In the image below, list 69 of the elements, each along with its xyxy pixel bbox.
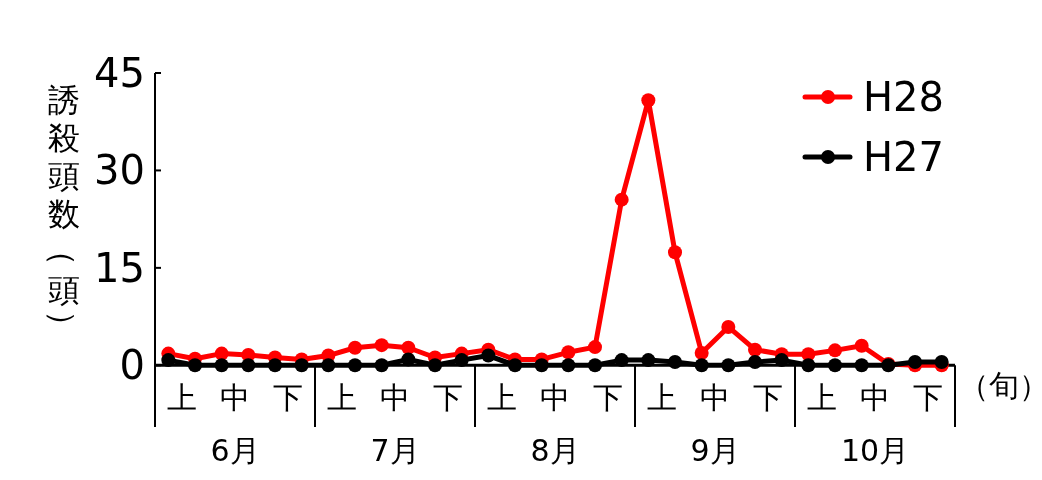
text: 7月 (370, 432, 420, 468)
point (214, 358, 229, 373)
point (614, 353, 629, 368)
point (588, 358, 602, 373)
point (561, 345, 576, 360)
annotation: 下 (753, 379, 784, 415)
point (161, 353, 176, 368)
annotation: 上 (486, 379, 517, 415)
y-tick-label: 15 (94, 244, 145, 291)
y-tick-label: 30 (94, 147, 145, 194)
point (668, 355, 682, 370)
annotation: 下 (913, 379, 944, 415)
y-tick-label: 0 (119, 342, 145, 389)
annotation: 上 (326, 379, 357, 415)
point (508, 358, 522, 373)
point (774, 353, 789, 368)
point (374, 338, 389, 353)
annotation: 中 (220, 379, 250, 415)
legend-label: H27 (863, 134, 944, 180)
point (348, 340, 362, 355)
point (694, 345, 709, 360)
point (641, 353, 656, 368)
point (641, 93, 656, 108)
point (588, 340, 602, 355)
point (828, 358, 842, 373)
text: 6月 (210, 432, 260, 468)
point (721, 358, 736, 373)
point (668, 245, 682, 260)
point (801, 358, 816, 373)
point (401, 340, 416, 355)
point (748, 355, 762, 370)
point (721, 319, 736, 334)
point (854, 358, 869, 373)
point (188, 358, 202, 373)
annotation: 中 (860, 379, 890, 415)
point (374, 358, 389, 373)
text: 9月 (690, 432, 740, 468)
point (481, 348, 496, 363)
point (428, 358, 442, 373)
legend-label: H28 (863, 74, 944, 120)
point (294, 358, 309, 373)
annotation: 中 (540, 379, 570, 415)
point (454, 353, 469, 368)
annotation: 中 (380, 379, 410, 415)
point (614, 192, 629, 207)
point (854, 338, 869, 353)
point (694, 358, 709, 373)
point (214, 346, 229, 361)
point (241, 358, 256, 373)
y-axis-title: 誘殺頭数（頭） (44, 81, 82, 342)
annotation: 中 (700, 379, 730, 415)
text: （旬） (959, 367, 1042, 403)
point (828, 343, 842, 358)
annotation: 下 (433, 379, 464, 415)
point (268, 358, 282, 373)
point (401, 352, 416, 367)
point (748, 342, 762, 357)
y-tick-label: 45 (94, 50, 145, 96)
annotation: 下 (593, 379, 624, 415)
annotation: 上 (166, 379, 197, 415)
text: 8月 (530, 432, 580, 468)
text: 10月 (840, 432, 910, 468)
point (561, 358, 576, 373)
annotation: 下 (273, 379, 304, 415)
annotation: 上 (646, 379, 677, 415)
annotation: 上 (806, 379, 837, 415)
point (348, 358, 362, 373)
point (534, 358, 549, 373)
point (321, 358, 336, 373)
